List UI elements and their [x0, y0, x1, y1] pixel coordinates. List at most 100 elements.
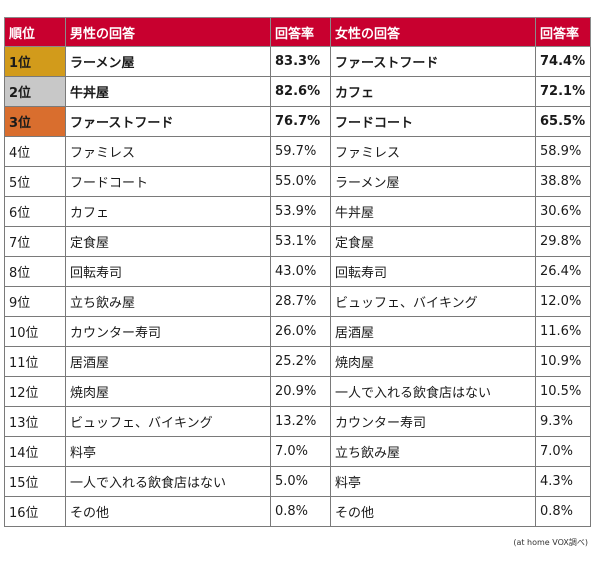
female-answer-cell: 定食屋: [330, 226, 536, 257]
male-rate-cell: 53.1%: [270, 226, 331, 257]
female-answer-cell: カウンター寿司: [330, 406, 536, 437]
male-answer-cell: 焼肉屋: [65, 376, 271, 407]
male-answer-cell: 牛丼屋: [65, 76, 271, 107]
male-answer-cell: フードコート: [65, 166, 271, 197]
female-answer-cell: 牛丼屋: [330, 196, 536, 227]
rank-cell: 9位: [4, 286, 66, 317]
female-rate-cell: 9.3%: [535, 406, 591, 437]
female-rate-cell: 26.4%: [535, 256, 591, 287]
female-rate-cell: 11.6%: [535, 316, 591, 347]
table-row: 9位 立ち飲み屋 28.7% ビュッフェ、バイキング 12.0%: [4, 286, 591, 317]
female-rate-cell: 38.8%: [535, 166, 591, 197]
rank-cell: 6位: [4, 196, 66, 227]
table-row: 5位 フードコート 55.0% ラーメン屋 38.8%: [4, 166, 591, 197]
female-rate-cell: 4.3%: [535, 466, 591, 497]
rank-cell: 1位: [4, 46, 66, 77]
male-rate-cell: 83.3%: [270, 46, 331, 77]
male-rate-cell: 43.0%: [270, 256, 331, 287]
female-rate-cell: 29.8%: [535, 226, 591, 257]
rank-cell: 8位: [4, 256, 66, 287]
table-row: 16位 その他 0.8% その他 0.8%: [4, 496, 591, 527]
table-row: 15位 一人で入れる飲食店はない 5.0% 料亭 4.3%: [4, 466, 591, 497]
table-header-row: 順位 男性の回答 回答率 女性の回答 回答率: [4, 17, 591, 47]
female-rate-cell: 72.1%: [535, 76, 591, 107]
male-answer-cell: 定食屋: [65, 226, 271, 257]
male-rate-cell: 55.0%: [270, 166, 331, 197]
table-row: 4位 ファミレス 59.7% ファミレス 58.9%: [4, 136, 591, 167]
female-answer-cell: 回転寿司: [330, 256, 536, 287]
female-answer-cell: 焼肉屋: [330, 346, 536, 377]
male-answer-cell: その他: [65, 496, 271, 527]
female-answer-cell: ファミレス: [330, 136, 536, 167]
header-female-answer: 女性の回答: [330, 17, 536, 47]
female-answer-cell: その他: [330, 496, 536, 527]
rank-cell: 11位: [4, 346, 66, 377]
header-rank: 順位: [4, 17, 66, 47]
table-row: 8位 回転寿司 43.0% 回転寿司 26.4%: [4, 256, 591, 287]
male-rate-cell: 76.7%: [270, 106, 331, 137]
female-rate-cell: 30.6%: [535, 196, 591, 227]
female-rate-cell: 65.5%: [535, 106, 591, 137]
female-answer-cell: ラーメン屋: [330, 166, 536, 197]
female-answer-cell: ファーストフード: [330, 46, 536, 77]
rank-cell: 7位: [4, 226, 66, 257]
male-answer-cell: 一人で入れる飲食店はない: [65, 466, 271, 497]
male-rate-cell: 26.0%: [270, 316, 331, 347]
male-answer-cell: ファーストフード: [65, 106, 271, 137]
rank-cell: 3位: [4, 106, 66, 137]
female-answer-cell: 一人で入れる飲食店はない: [330, 376, 536, 407]
table-row: 3位 ファーストフード 76.7% フードコート 65.5%: [4, 106, 591, 137]
rank-cell: 2位: [4, 76, 66, 107]
female-rate-cell: 7.0%: [535, 436, 591, 467]
male-rate-cell: 7.0%: [270, 436, 331, 467]
female-answer-cell: ビュッフェ、バイキング: [330, 286, 536, 317]
female-rate-cell: 10.5%: [535, 376, 591, 407]
rank-cell: 13位: [4, 406, 66, 437]
female-answer-cell: 立ち飲み屋: [330, 436, 536, 467]
male-answer-cell: ビュッフェ、バイキング: [65, 406, 271, 437]
rank-cell: 10位: [4, 316, 66, 347]
header-male-rate: 回答率: [270, 17, 331, 47]
male-answer-cell: 料亭: [65, 436, 271, 467]
male-answer-cell: 立ち飲み屋: [65, 286, 271, 317]
male-rate-cell: 25.2%: [270, 346, 331, 377]
male-answer-cell: 居酒屋: [65, 346, 271, 377]
rank-cell: 14位: [4, 436, 66, 467]
male-answer-cell: ファミレス: [65, 136, 271, 167]
male-rate-cell: 13.2%: [270, 406, 331, 437]
female-answer-cell: 料亭: [330, 466, 536, 497]
female-rate-cell: 0.8%: [535, 496, 591, 527]
header-female-rate: 回答率: [535, 17, 591, 47]
female-rate-cell: 74.4%: [535, 46, 591, 77]
female-rate-cell: 58.9%: [535, 136, 591, 167]
male-rate-cell: 82.6%: [270, 76, 331, 107]
rank-cell: 16位: [4, 496, 66, 527]
header-male-answer: 男性の回答: [65, 17, 271, 47]
table-row: 2位 牛丼屋 82.6% カフェ 72.1%: [4, 76, 591, 107]
ranking-table: 順位 男性の回答 回答率 女性の回答 回答率 1位 ラーメン屋 83.3% ファ…: [4, 17, 591, 527]
male-answer-cell: カウンター寿司: [65, 316, 271, 347]
male-rate-cell: 0.8%: [270, 496, 331, 527]
male-rate-cell: 5.0%: [270, 466, 331, 497]
female-answer-cell: フードコート: [330, 106, 536, 137]
table-row: 11位 居酒屋 25.2% 焼肉屋 10.9%: [4, 346, 591, 377]
female-answer-cell: カフェ: [330, 76, 536, 107]
male-answer-cell: ラーメン屋: [65, 46, 271, 77]
male-rate-cell: 28.7%: [270, 286, 331, 317]
table-row: 6位 カフェ 53.9% 牛丼屋 30.6%: [4, 196, 591, 227]
table-row: 14位 料亭 7.0% 立ち飲み屋 7.0%: [4, 436, 591, 467]
table-row: 10位 カウンター寿司 26.0% 居酒屋 11.6%: [4, 316, 591, 347]
male-rate-cell: 59.7%: [270, 136, 331, 167]
female-rate-cell: 10.9%: [535, 346, 591, 377]
female-rate-cell: 12.0%: [535, 286, 591, 317]
rank-cell: 5位: [4, 166, 66, 197]
female-answer-cell: 居酒屋: [330, 316, 536, 347]
rank-cell: 15位: [4, 466, 66, 497]
male-rate-cell: 20.9%: [270, 376, 331, 407]
table-row: 13位 ビュッフェ、バイキング 13.2% カウンター寿司 9.3%: [4, 406, 591, 437]
male-rate-cell: 53.9%: [270, 196, 331, 227]
table-row: 12位 焼肉屋 20.9% 一人で入れる飲食店はない 10.5%: [4, 376, 591, 407]
source-note: (at home VOX調べ): [513, 538, 588, 547]
table-row: 1位 ラーメン屋 83.3% ファーストフード 74.4%: [4, 46, 591, 77]
table-row: 7位 定食屋 53.1% 定食屋 29.8%: [4, 226, 591, 257]
